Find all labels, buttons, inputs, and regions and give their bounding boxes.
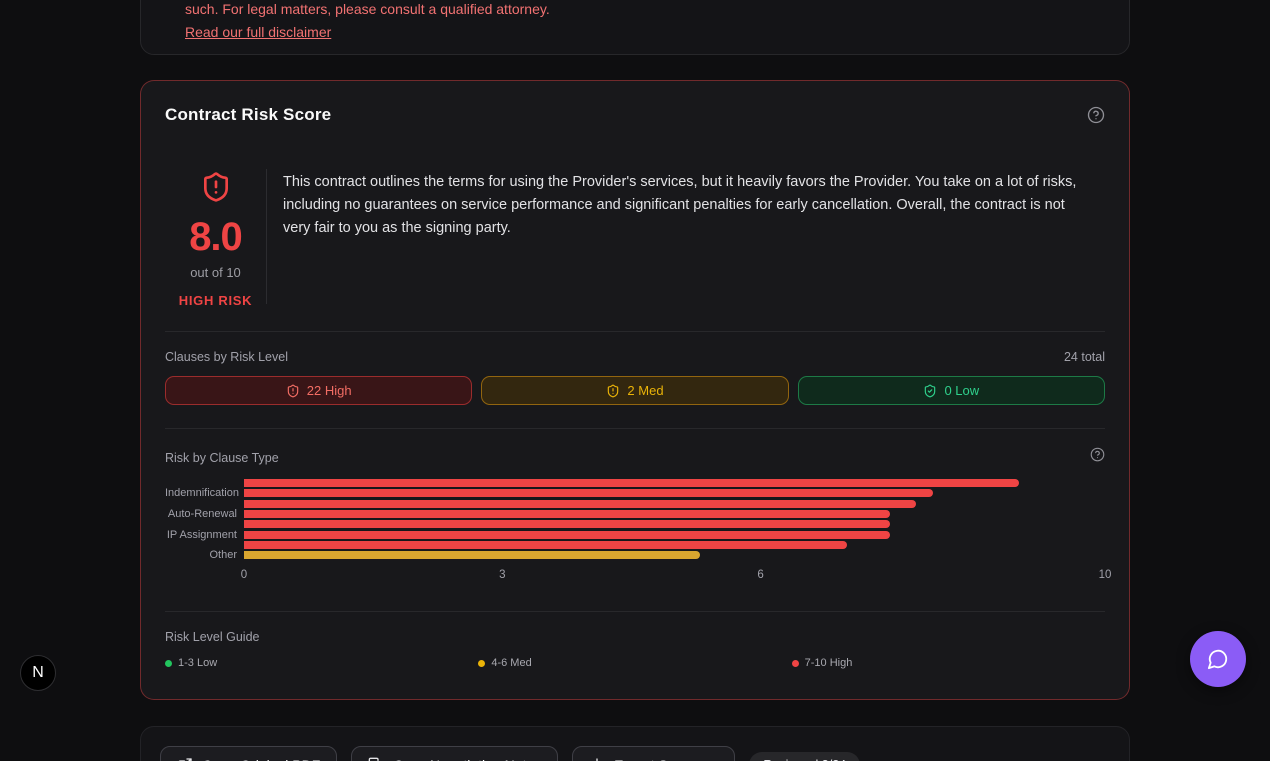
chart-row: Indemnification — [165, 487, 1105, 500]
risk-score-value: 8.0 — [189, 215, 243, 259]
med-risk-badge-label: 2 Med — [627, 383, 664, 398]
risk-level-label: HIGH RISK — [178, 293, 253, 308]
open-original-pdf-label: Open Original PDF — [202, 757, 320, 761]
x-axis-tick: 3 — [499, 569, 506, 582]
chat-bubble-icon — [1207, 649, 1228, 670]
chat-fab-button[interactable] — [1190, 631, 1246, 687]
chart-bar-track — [244, 551, 1105, 560]
chart-bar — [244, 551, 701, 560]
chart-section-header: Risk by Clause Type — [165, 447, 1105, 465]
copy-icon — [368, 758, 379, 761]
high-risk-badge[interactable]: 22 High — [165, 376, 473, 405]
chart-bar — [244, 499, 916, 508]
low-risk-badge[interactable]: 0 Low — [797, 376, 1105, 405]
chart-category-label: Indemnification — [165, 487, 239, 500]
copy-negotiation-notes-label: Copy Negotiation Notes — [393, 757, 541, 761]
green-dot-icon — [165, 659, 172, 667]
guide-section-label: Risk Level Guide — [165, 630, 260, 645]
legend-item-high: 7-10 High — [791, 657, 1105, 670]
shield-alert-icon — [608, 384, 619, 397]
export-summary-button[interactable]: Export Summary — [572, 746, 736, 761]
chart-category-label: Other — [209, 549, 237, 562]
chart-bar — [244, 510, 890, 519]
legend-low-label: 1-3 Low — [178, 657, 218, 670]
reviewed-count-badge: Reviewed 3/24 — [749, 752, 861, 761]
chart-category-label: Auto-Renewal — [167, 508, 237, 521]
risk-bar-chart: Indemnification Auto-Renewal IP Assignment… — [165, 478, 1112, 583]
high-risk-badge-label: 22 High — [306, 383, 352, 398]
legend-med-label: 4-6 Med — [491, 657, 532, 670]
risk-summary-text: This contract outlines the terms for usi… — [283, 174, 1077, 236]
risk-card-header: Contract Risk Score — [165, 105, 1105, 125]
chart-bar-track — [244, 499, 1105, 508]
divider — [165, 428, 1105, 429]
chart-bar-track — [244, 540, 1105, 549]
shield-check-icon — [925, 384, 936, 397]
help-icon[interactable] — [1090, 447, 1105, 462]
yellow-dot-icon — [478, 659, 486, 667]
risk-score-outof: out of 10 — [190, 265, 241, 280]
score-column: 8.0 out of 10 HIGH RISK — [165, 169, 266, 308]
risk-badges-row: 22 High 2 Med 0 Low — [165, 376, 1105, 405]
chart-row — [165, 519, 1105, 529]
chart-bar — [244, 479, 1019, 488]
chart-bar-track — [244, 479, 1105, 488]
red-dot-icon — [791, 659, 799, 667]
copy-negotiation-notes-button[interactable]: Copy Negotiation Notes — [351, 746, 559, 761]
chart-bar — [244, 530, 890, 539]
shield-alert-icon — [200, 169, 232, 205]
bar-chart-x-axis: 0 3 6 10 — [240, 569, 1112, 583]
chart-bar-track — [244, 520, 1105, 529]
score-section: 8.0 out of 10 HIGH RISK This contract ou… — [165, 169, 1105, 308]
chart-bar — [244, 540, 847, 549]
open-original-pdf-button[interactable]: Open Original PDF — [160, 746, 338, 761]
bar-chart-rows: Indemnification Auto-Renewal IP Assignment… — [165, 478, 1105, 562]
chart-row: Other — [165, 549, 1105, 562]
x-axis-tick: 0 — [240, 569, 248, 582]
chart-section-label: Risk by Clause Type — [165, 451, 279, 465]
clauses-total-count: 24 total — [1063, 350, 1105, 364]
low-risk-badge-label: 0 Low — [944, 383, 980, 398]
chart-row — [165, 478, 1105, 488]
chart-bar-track — [244, 510, 1105, 519]
clauses-section-header: Clauses by Risk Level 24 total — [165, 350, 1105, 364]
dev-tools-logo[interactable]: N — [20, 655, 56, 691]
help-icon[interactable] — [1087, 106, 1105, 124]
x-axis-tick: 10 — [1098, 569, 1112, 582]
chart-bar — [244, 520, 890, 529]
actions-row: Open Original PDF Copy Negotiation Notes… — [160, 746, 1110, 761]
legend-item-med: 4-6 Med — [478, 657, 791, 669]
divider — [165, 611, 1105, 613]
vertical-divider — [266, 169, 267, 304]
actions-card: Open Original PDF Copy Negotiation Notes… — [140, 726, 1130, 761]
chart-row — [165, 540, 1105, 550]
download-icon — [596, 758, 598, 761]
chart-row: IP Assignment — [165, 528, 1105, 541]
divider — [165, 331, 1105, 332]
chart-row — [165, 499, 1105, 509]
content-column: such. For legal matters, please consult … — [140, 0, 1130, 761]
chart-bar-track — [244, 530, 1105, 539]
chart-category-label: IP Assignment — [166, 528, 237, 541]
contract-risk-score-card: Contract Risk Score 8.0 out of 10 HIGH R… — [140, 80, 1130, 701]
dev-logo-letter: N — [32, 664, 44, 681]
x-axis-tick: 6 — [757, 569, 764, 582]
chart-row: Auto-Renewal — [165, 508, 1105, 521]
page-title: Contract Risk Score — [165, 105, 332, 124]
chart-bar-track — [244, 489, 1105, 498]
disclaimer-card: such. For legal matters, please consult … — [140, 0, 1130, 55]
legend-item-low: 1-3 Low — [165, 657, 478, 669]
clauses-section-label: Clauses by Risk Level — [165, 350, 288, 364]
export-summary-label: Export Summary — [614, 757, 718, 761]
disclaimer-text: such. For legal matters, please consult … — [185, 1, 550, 17]
med-risk-badge[interactable]: 2 Med — [481, 376, 789, 405]
risk-level-legend: 1-3 Low 4-6 Med 7-10 High — [165, 657, 1105, 675]
shield-alert-icon — [287, 384, 298, 397]
disclaimer-link[interactable]: Read our full disclaimer — [185, 24, 332, 40]
chart-bar — [244, 489, 933, 498]
external-link-icon — [179, 758, 192, 761]
legend-high-label: 7-10 High — [804, 657, 853, 670]
